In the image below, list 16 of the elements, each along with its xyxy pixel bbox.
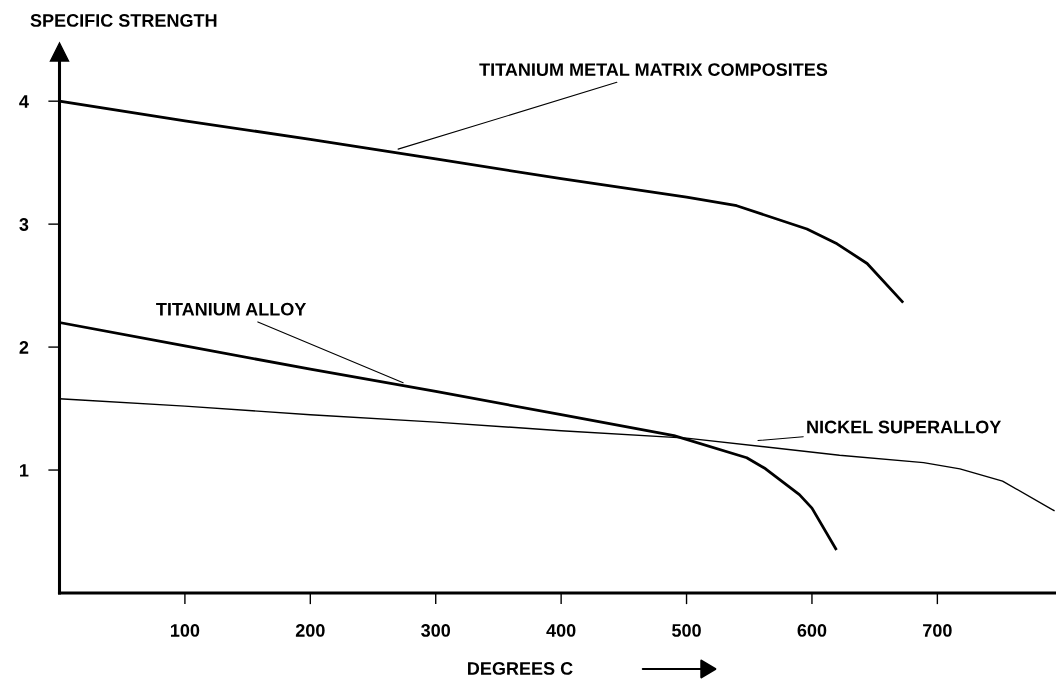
x-tick-label: 100 xyxy=(170,624,200,637)
y-tick-label: 3 xyxy=(19,218,29,231)
x-tick-label: 700 xyxy=(923,624,952,637)
y-tick-label: 2 xyxy=(19,341,29,354)
annotation: NICKEL SUPERALLOY xyxy=(807,420,1002,434)
x-tick-label: 400 xyxy=(546,624,576,637)
x-axis-title: DEGREES C xyxy=(468,662,573,675)
annotation: TITANIUM METAL MATRIX COMPOSITES xyxy=(479,63,828,76)
y-axis-title: SPECIFIC STRENGTH xyxy=(30,14,217,27)
x-tick-label: 500 xyxy=(672,624,701,637)
x-tick-label: 200 xyxy=(295,624,325,637)
x-tick-label: 300 xyxy=(421,624,451,637)
y-tick-label: 4 xyxy=(19,95,29,108)
annotation: TITANIUM ALLOY xyxy=(156,302,307,316)
y-tick-label: 1 xyxy=(20,464,29,477)
x-tick-label: 600 xyxy=(797,624,827,637)
